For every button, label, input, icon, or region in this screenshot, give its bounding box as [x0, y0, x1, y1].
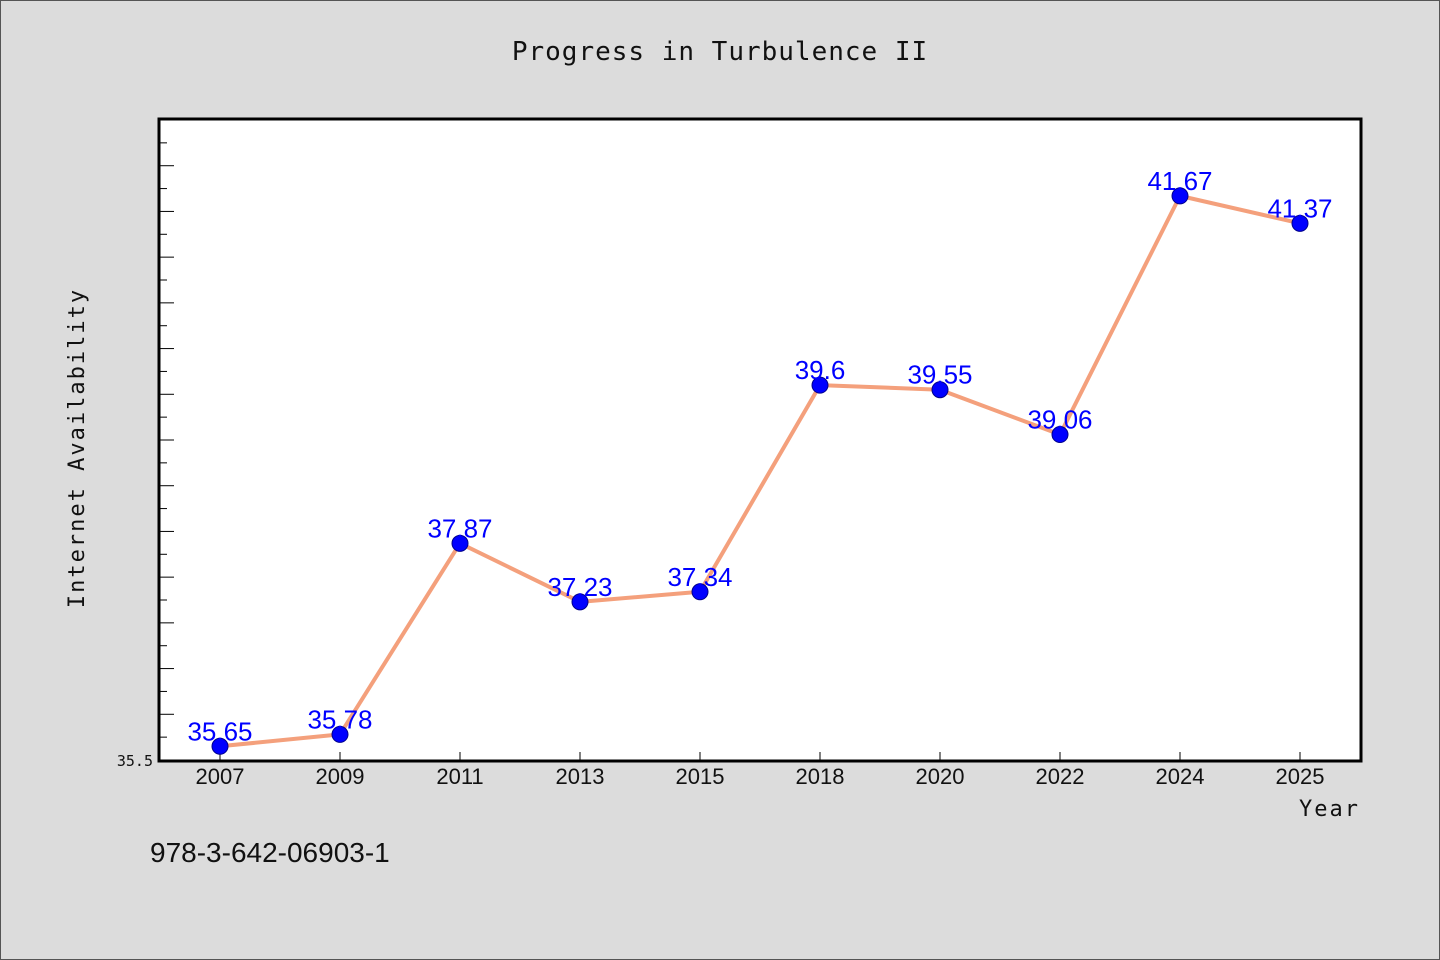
data-point — [1291, 214, 1309, 232]
y-tick-label-0: 35.5 — [117, 752, 153, 770]
x-tick-label: 2007 — [196, 764, 245, 789]
data-label: 35.78 — [307, 704, 372, 734]
x-tick-label: 2011 — [436, 764, 483, 789]
data-label: 37.23 — [547, 572, 612, 602]
data-label: 39.06 — [1027, 405, 1092, 435]
isbn-annotation: 978-3-642-06903-1 — [150, 837, 390, 868]
plot-area — [157, 117, 1363, 763]
data-point — [1171, 187, 1189, 205]
series-line — [219, 193, 1301, 749]
x-tick-label: 2020 — [916, 764, 965, 789]
data-point — [571, 593, 589, 611]
x-tick-label: 2015 — [676, 764, 725, 789]
data-label: 37.34 — [667, 562, 732, 592]
x-tick-label: 2009 — [316, 764, 365, 789]
data-point — [451, 534, 469, 552]
chart-title: Progress in Turbulence II — [512, 37, 928, 67]
data-label: 41.67 — [1147, 166, 1212, 196]
x-tick-label: 2018 — [796, 764, 845, 789]
x-axis-ticks — [219, 752, 1301, 760]
x-tick-label: 2013 — [556, 764, 605, 789]
x-axis-label: Year — [1299, 797, 1360, 822]
y-axis-ticks — [160, 119, 174, 761]
data-label: 41.37 — [1267, 193, 1332, 223]
x-tick-label: 2025 — [1276, 764, 1325, 789]
data-point — [811, 376, 829, 394]
data-label: 39.6 — [795, 355, 846, 385]
data-labels: 35.65 35.78 37.87 37.23 37.34 39.6 39.55 39.06 4… — [187, 166, 1332, 746]
x-tick-label: 2022 — [1036, 764, 1085, 789]
data-point — [931, 381, 949, 399]
data-point — [691, 583, 709, 601]
data-label: 37.87 — [427, 513, 492, 543]
data-point — [1051, 426, 1069, 444]
x-axis-tick-labels: 2007 2009 2011 2013 2015 2018 2020 2022 2024 2025 — [196, 764, 1325, 789]
y-axis-label: Internet Availability — [65, 288, 90, 608]
data-point — [331, 725, 349, 743]
data-label: 35.65 — [187, 716, 252, 746]
series-markers — [211, 187, 1309, 755]
data-point — [211, 737, 229, 755]
data-label: 39.55 — [907, 360, 972, 390]
x-tick-label: 2024 — [1156, 764, 1205, 789]
